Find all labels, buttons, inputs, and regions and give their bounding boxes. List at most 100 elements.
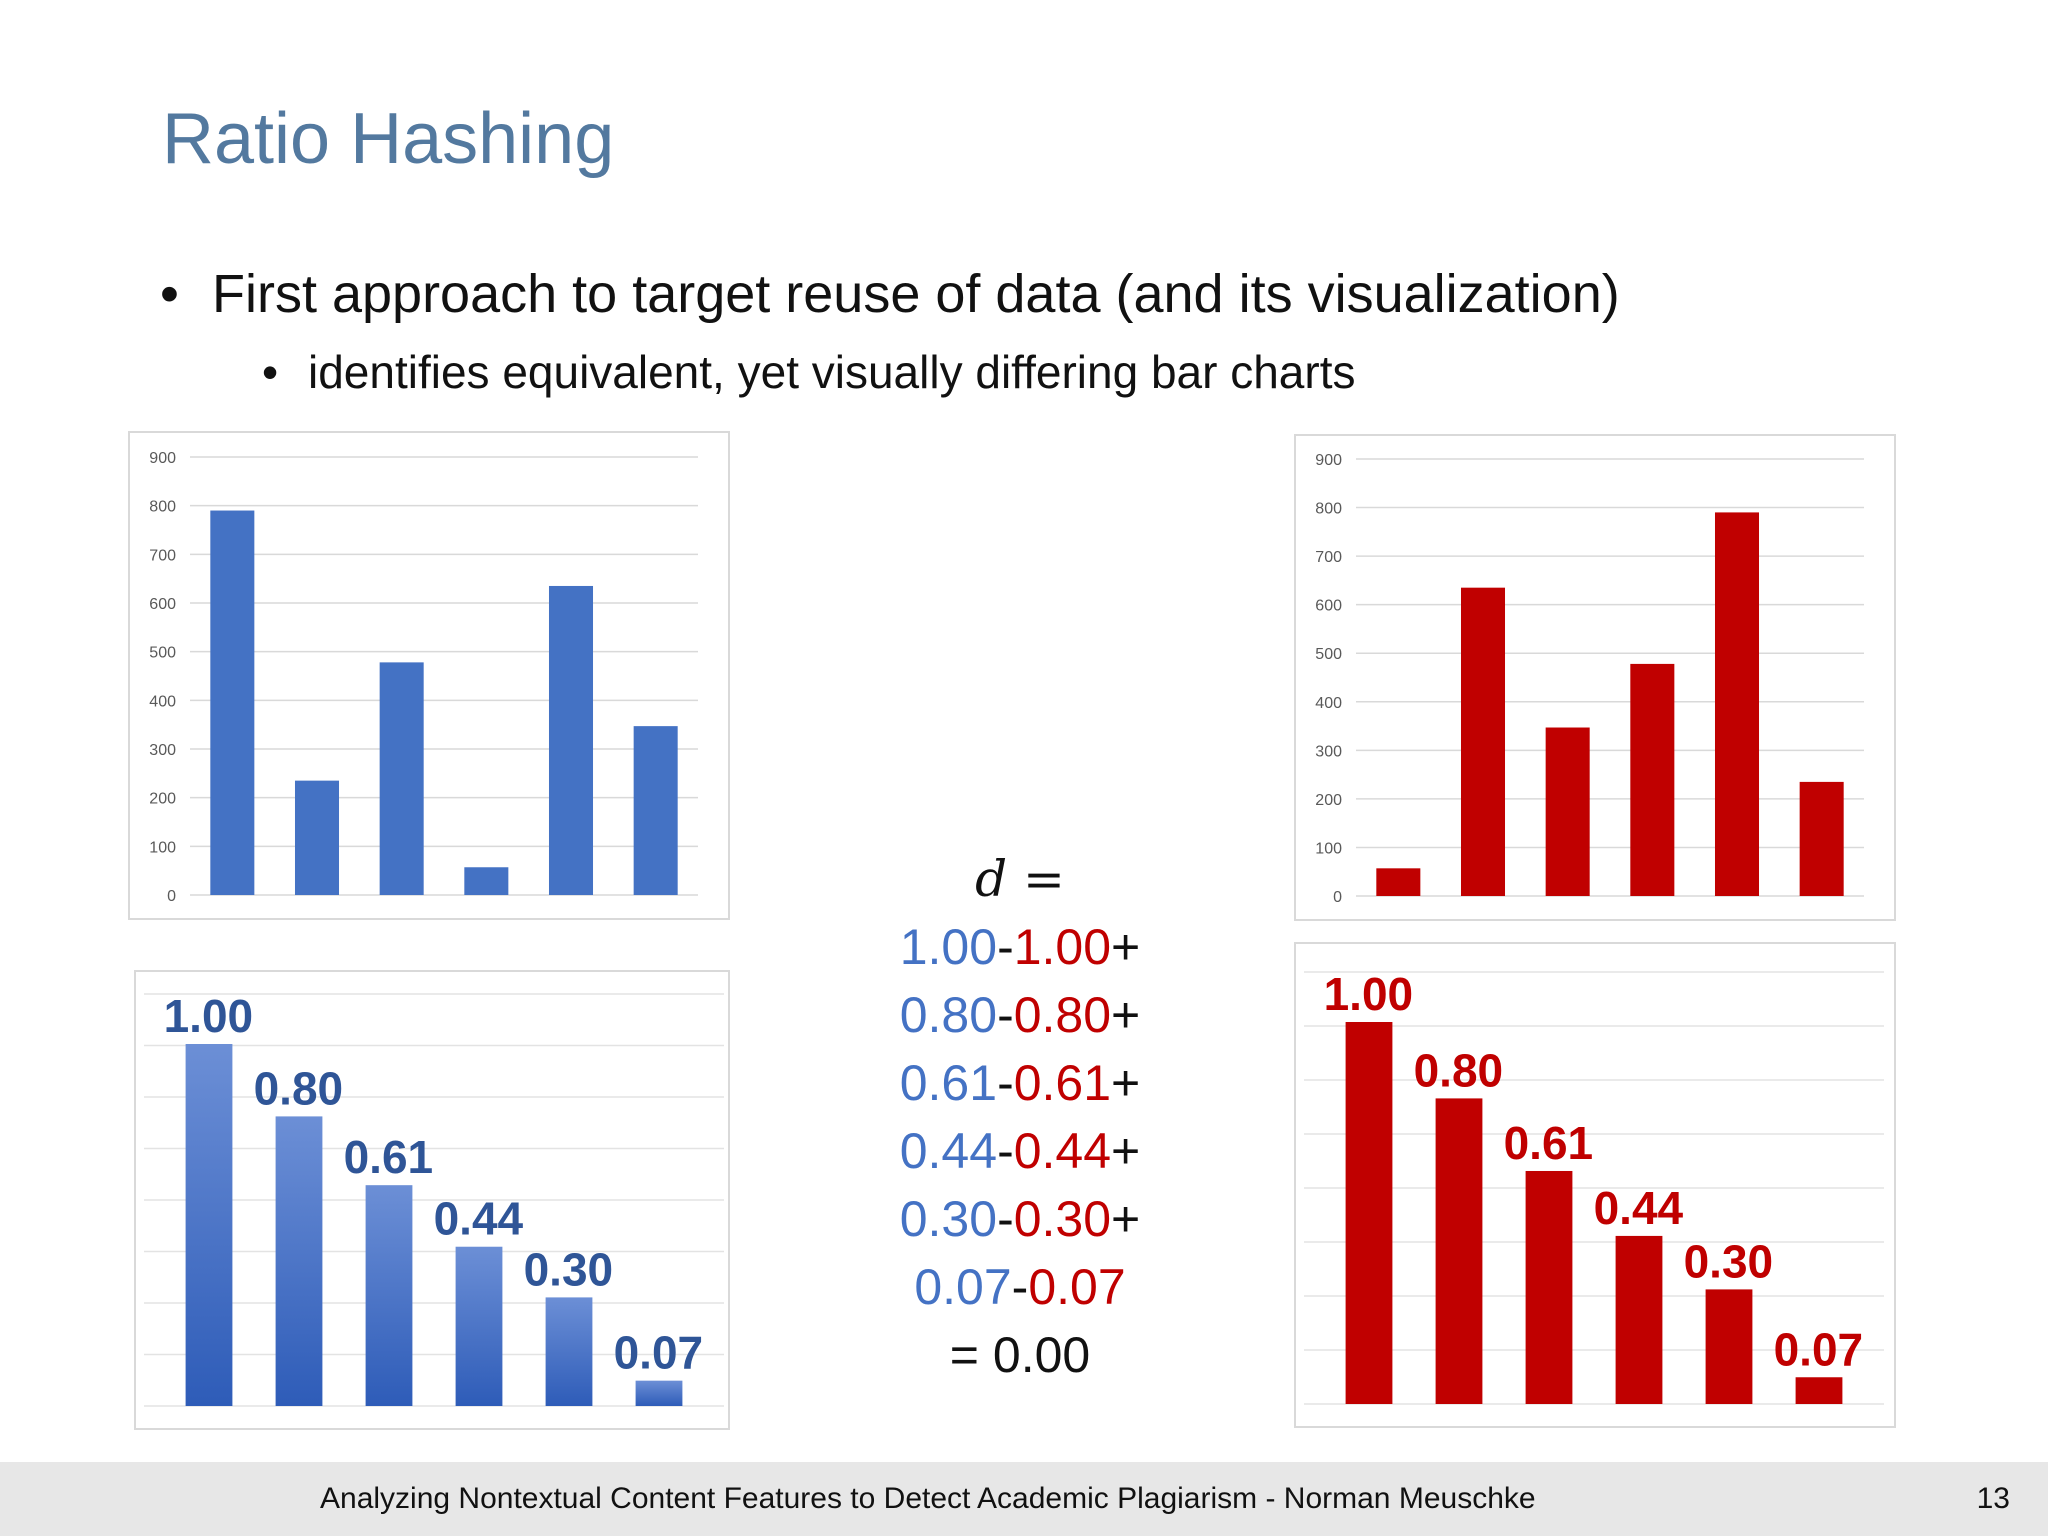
y-tick-label: 400 <box>149 693 176 710</box>
formula-b: 1.00 <box>1013 919 1112 975</box>
formula-a: 0.44 <box>899 1123 998 1179</box>
bar <box>210 510 255 895</box>
data-label: 0.61 <box>344 1131 434 1183</box>
bar <box>1345 1022 1393 1404</box>
data-label: 0.07 <box>1774 1323 1864 1375</box>
formula-a: 0.61 <box>899 1055 998 1111</box>
chart-ratios-blue-svg: 1.000.800.610.440.300.07 <box>144 990 724 1407</box>
data-label: 0.80 <box>254 1062 344 1114</box>
chart-reordered-red: 0 100 200 300 400 500 600 700 800 900 <box>1294 434 1896 921</box>
formula-sep: - <box>997 919 1014 975</box>
formula-sep: - <box>997 1191 1014 1247</box>
formula-b: 0.30 <box>1013 1191 1112 1247</box>
bar <box>1714 512 1760 896</box>
data-label: 0.44 <box>1594 1182 1684 1234</box>
chart-original-blue-svg: 0 100 200 300 400 500 600 700 800 900 <box>149 450 698 905</box>
formula-row-6: 0.07-0.07 <box>870 1253 1170 1321</box>
data-label: 0.61 <box>1504 1117 1594 1169</box>
data-label: 0.30 <box>524 1243 614 1295</box>
formula-d-line: d = <box>870 845 1170 913</box>
bar <box>545 1297 593 1406</box>
formula-b: 0.07 <box>1028 1259 1126 1315</box>
formula-row-4: 0.44-0.44+ <box>870 1117 1170 1185</box>
y-tick-label: 700 <box>1315 549 1342 566</box>
formula-row-1: 1.00-1.00+ <box>870 913 1170 981</box>
footer-bar: Analyzing Nontextual Content Features to… <box>0 1462 2048 1536</box>
bar <box>1376 868 1421 896</box>
bar <box>1705 1289 1753 1404</box>
bar <box>635 1380 683 1406</box>
bullet-glyph: • <box>262 346 279 398</box>
y-tick-label: 300 <box>1315 743 1342 760</box>
data-label: 0.30 <box>1684 1235 1774 1287</box>
bullet-glyph: • <box>160 264 179 324</box>
formula-op: + <box>1111 919 1141 975</box>
y-tick-label: 200 <box>149 791 176 808</box>
y-tick-label: 800 <box>149 499 176 516</box>
bar <box>1545 727 1590 896</box>
chart-ratios-red-svg: 1.000.800.610.440.300.07 <box>1304 968 1884 1405</box>
bullet-text-2: identifies equivalent, yet visually diff… <box>308 346 1356 398</box>
formula-equals: = <box>1023 850 1065 908</box>
bullet-item-1: • First approach to target reuse of data … <box>160 258 1620 330</box>
bar <box>1799 781 1844 896</box>
formula-op: + <box>1111 1055 1141 1111</box>
bar <box>548 585 594 895</box>
bar <box>365 1185 413 1406</box>
y-tick-label: 900 <box>149 450 176 467</box>
bar <box>1615 1235 1663 1404</box>
bar <box>379 662 424 895</box>
y-tick-label: 600 <box>1315 598 1342 615</box>
chart-original-blue: 0 100 200 300 400 500 600 700 800 900 <box>128 431 730 920</box>
y-tick-label: 100 <box>149 839 176 856</box>
formula-row-2: 0.80-0.80+ <box>870 981 1170 1049</box>
formula-sep: - <box>997 1123 1014 1179</box>
formula-sep: - <box>997 987 1014 1043</box>
y-tick-label: 400 <box>1315 695 1342 712</box>
data-label: 0.80 <box>1414 1044 1504 1096</box>
formula-a: 0.80 <box>899 987 998 1043</box>
y-tick-label: 100 <box>1315 840 1342 857</box>
bar <box>275 1116 323 1406</box>
formula-sep: - <box>997 1055 1014 1111</box>
bullet-item-2: • identifies equivalent, yet visually dif… <box>262 342 1356 402</box>
slide-title: Ratio Hashing <box>162 99 615 179</box>
chart-reordered-red-svg: 0 100 200 300 400 500 600 700 800 900 <box>1315 452 1864 906</box>
formula-a: 1.00 <box>899 919 998 975</box>
chart-ratios-blue: 1.00 0.80 0.61 0.44 0.30 0.07 <box>134 970 730 1430</box>
bar <box>1525 1170 1573 1404</box>
formula-sep: - <box>1011 1259 1029 1315</box>
y-tick-label: 300 <box>149 742 176 759</box>
formula-a: 0.07 <box>914 1259 1012 1315</box>
footer-text: Analyzing Nontextual Content Features to… <box>320 1482 1536 1515</box>
bar <box>455 1246 503 1406</box>
formula-b: 0.44 <box>1013 1123 1112 1179</box>
y-tick-label: 700 <box>149 547 176 564</box>
data-label: 0.44 <box>434 1193 524 1245</box>
formula-b: 0.61 <box>1013 1055 1112 1111</box>
y-tick-label: 800 <box>1315 501 1342 518</box>
bar <box>294 780 340 895</box>
chart-ratios-red: 1.00 0.80 0.61 0.44 0.30 0.07 <box>1294 942 1896 1428</box>
y-tick-label: 0 <box>1333 889 1342 906</box>
y-tick-label: 600 <box>149 596 176 613</box>
data-label: 1.00 <box>1324 968 1414 1020</box>
formula-op: + <box>1111 1191 1141 1247</box>
bar <box>633 726 678 895</box>
formula-d-symbol: d <box>975 850 1008 908</box>
formula-a: 0.30 <box>899 1191 998 1247</box>
data-label: 0.07 <box>614 1327 704 1379</box>
bar <box>464 867 509 895</box>
y-tick-label: 200 <box>1315 792 1342 809</box>
page-number: 13 <box>1976 1482 2010 1515</box>
y-tick-label: 500 <box>149 645 176 662</box>
formula-op: + <box>1111 1123 1141 1179</box>
formula-row-3: 0.61-0.61+ <box>870 1049 1170 1117</box>
formula-result: = 0.00 <box>949 1327 1091 1383</box>
bar <box>1795 1377 1843 1404</box>
data-label: 1.00 <box>164 990 254 1042</box>
bar <box>1630 663 1675 896</box>
bullet-text-1: First approach to target reuse of data (… <box>212 264 1620 324</box>
formula-op: + <box>1111 987 1141 1043</box>
y-tick-label: 900 <box>1315 452 1342 469</box>
